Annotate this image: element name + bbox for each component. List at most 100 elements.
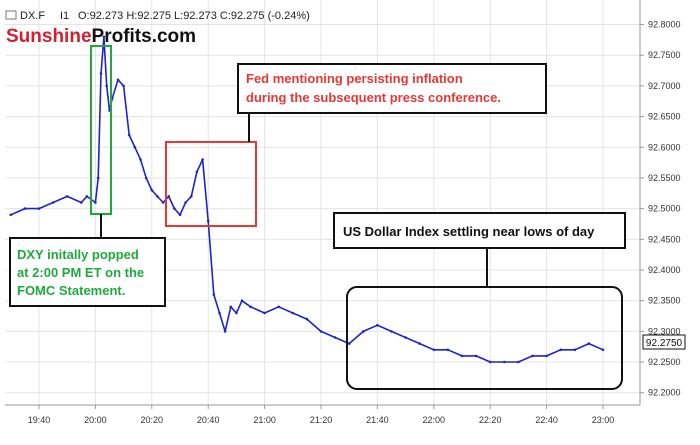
series-point-0-40	[291, 311, 295, 315]
y-tick-label-7: 92.5500	[648, 173, 681, 183]
series-point-0-55	[503, 360, 506, 364]
black-annotation: US Dollar Index settling near lows of da…	[333, 212, 626, 249]
series-point-0-10	[102, 35, 106, 39]
logo-part-com: .com	[152, 26, 196, 47]
y-tick-label-2: 92.3000	[648, 326, 681, 336]
x-tick-label-5: 21:20	[310, 415, 333, 425]
series-point-0-24	[173, 207, 176, 210]
series-point-0-37	[249, 305, 252, 309]
x-tick-label-1: 20:00	[84, 415, 107, 425]
series-point-0-39	[277, 305, 281, 309]
series-point-0-2	[37, 207, 41, 210]
x-tick-label-3: 20:40	[197, 415, 220, 425]
y-tick-label-6: 92.5000	[648, 204, 681, 214]
series-point-0-50	[432, 348, 436, 352]
series-point-0-54	[488, 360, 492, 364]
series-point-0-21	[156, 195, 159, 198]
y-tick-label-12: 92.8000	[648, 20, 681, 30]
settling-highlight-box	[346, 286, 623, 390]
header-bar: DX.F I1 O:92.273 H:92.275 L:92.273 C:92.…	[5, 10, 310, 22]
sunshine-profits-logo: SunshineProfits.com	[6, 26, 196, 47]
series-point-0-49	[418, 342, 422, 345]
series-point-0-58	[545, 354, 548, 358]
y-tick-label-8: 92.6000	[648, 142, 681, 152]
green-annotation: DXY initally popped at 2:00 PM ET on the…	[9, 237, 166, 307]
series-point-0-31	[212, 293, 216, 296]
series-point-0-41	[305, 317, 309, 321]
x-tick-label-10: 23:00	[592, 415, 615, 425]
y-tick-label-10: 92.7000	[648, 81, 681, 91]
press-conference-highlight-box	[165, 141, 257, 227]
series-point-0-11	[105, 84, 108, 88]
series-point-0-44	[347, 342, 351, 345]
x-tick-label-4: 21:00	[253, 415, 276, 425]
chart-menu-icon[interactable]	[5, 10, 17, 20]
y-tick-label-11: 92.7500	[648, 50, 681, 60]
series-point-0-32	[218, 311, 221, 315]
series-point-0-60	[573, 348, 577, 352]
axis-layer	[5, 0, 641, 406]
series-point-0-25	[178, 213, 182, 217]
series-point-0-36	[240, 299, 244, 303]
series-point-0-27	[190, 195, 193, 198]
black-annotation-text: US Dollar Index settling near lows of da…	[343, 224, 595, 239]
series-point-0-20	[150, 188, 154, 192]
y-tick-label-9: 92.6500	[648, 112, 681, 122]
current-price-marker: 92.2750	[642, 334, 686, 350]
series-point-0-57	[531, 354, 534, 358]
logo-part-profits: Profits	[92, 26, 152, 47]
y-tick-label-3: 92.3500	[648, 296, 681, 306]
x-tick-label-0: 19:40	[28, 415, 51, 425]
x-tick-label-2: 20:20	[141, 415, 164, 425]
y-tick-label-5: 92.4500	[648, 234, 681, 244]
series-point-0-22	[161, 201, 165, 204]
series-point-0-9	[99, 72, 103, 75]
series-point-0-38	[263, 311, 266, 315]
series-point-0-14	[116, 78, 120, 82]
series-point-0-3	[51, 201, 55, 204]
series-point-0-18	[139, 158, 142, 161]
series-point-0-7	[94, 201, 97, 204]
series-point-0-28	[195, 170, 199, 174]
series-point-0-61	[587, 342, 591, 345]
y-tick-label-4: 92.4000	[648, 265, 681, 275]
y-tick-label-1: 92.2500	[648, 357, 681, 367]
series-point-0-15	[122, 84, 125, 88]
svg-text:SunshineProfits.com: SunshineProfits.com	[6, 26, 196, 47]
current-price-label: 92.2750	[646, 338, 683, 349]
y-tick-label-0: 92.2000	[648, 388, 681, 398]
series-point-0-17	[133, 146, 137, 149]
series-point-0-48	[404, 336, 407, 339]
red-annotation-box	[237, 63, 547, 114]
series-point-0-16	[127, 133, 131, 137]
black-annotation-box	[333, 212, 626, 249]
series-point-0-56	[517, 360, 520, 364]
series-point-0-23	[167, 195, 170, 198]
red-annotation: Fed mentioning persisting inflation duri…	[237, 63, 547, 114]
series-point-0-8	[96, 176, 100, 180]
series-point-0-47	[390, 330, 393, 333]
green-annotation-line-2: at 2:00 PM ET on the	[17, 265, 144, 280]
series-point-0-52	[460, 354, 464, 358]
logo-part-sunshine: Sunshine	[6, 26, 92, 47]
x-tick-label-9: 22:40	[535, 415, 558, 425]
series-point-0-46	[376, 323, 379, 327]
x-tick-label-6: 21:40	[366, 415, 389, 425]
series-point-0-53	[474, 354, 478, 358]
series-point-0-33	[223, 330, 227, 333]
red-annotation-line-1: Fed mentioning persisting inflation	[246, 71, 463, 86]
series-point-0-1	[23, 207, 27, 210]
x-tick-labels: 19:40 20:00 20:20 20:40 21:00 21:20 21:40 22:00…	[28, 405, 615, 425]
series-point-0-45	[362, 330, 365, 333]
green-annotation-box	[9, 237, 166, 307]
series-point-0-35	[235, 311, 238, 315]
green-annotation-line-3: FOMC Statement.	[17, 283, 125, 298]
series-point-0-43	[333, 336, 337, 339]
header-interval: I1	[60, 10, 69, 22]
series-point-0-30	[206, 219, 210, 223]
x-tick-label-7: 22:00	[423, 415, 446, 425]
series-point-0-34	[229, 305, 233, 309]
red-annotation-line-2: during the subsequent press conference.	[246, 90, 501, 105]
